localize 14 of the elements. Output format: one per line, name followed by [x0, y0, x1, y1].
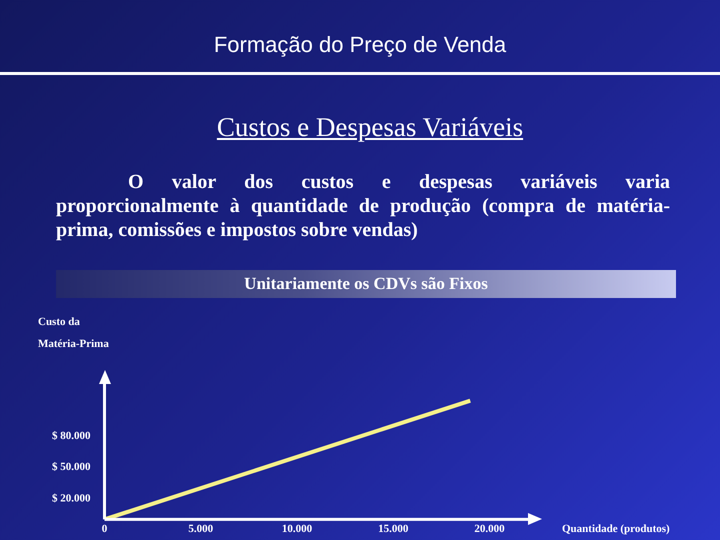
y-axis-title: Custo da Matéria-Prima — [38, 316, 110, 350]
text: O valor dos custos e despesas variáveis varia proporcionalmente à quantidade de produção (compra de matéria-prima, comissões e impostos sobre vendas) — [56, 170, 670, 242]
y-tick-label: $ 20.000 — [52, 492, 91, 504]
chart-subtitle: Custos e Despesas Variáveis — [216, 112, 524, 143]
x-axis-title: Quantidade (produtos) — [562, 523, 670, 536]
text: Unitariamente os CDVs são Fixos — [56, 270, 676, 298]
y-tick-label: $ 50.000 — [52, 461, 91, 474]
x-tick-label: 10.000 — [282, 522, 313, 535]
x-tick-label: 15.000 — [378, 522, 409, 535]
x-tick-label: 5.000 — [188, 522, 214, 535]
x-tick-label: 20.000 — [474, 522, 506, 535]
y-tick-label: $ 80.000 — [52, 430, 91, 442]
chart-title: Formação do Preço de Venda — [212, 32, 508, 58]
x-tick-label: 0 — [102, 522, 108, 535]
